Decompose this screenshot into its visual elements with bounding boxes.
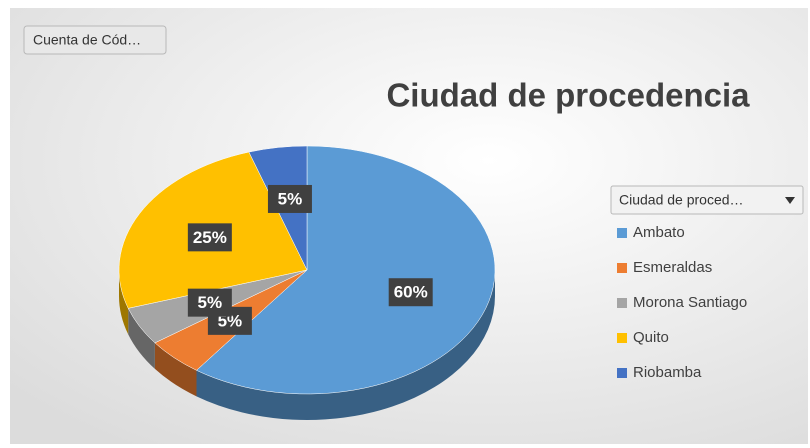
legend-swatch [617,298,627,308]
legend-swatch [617,263,627,273]
legend-swatch [617,333,627,343]
field-button[interactable] [23,25,167,55]
legend-label: Quito [633,329,669,346]
dropdown-arrow [785,197,795,204]
slice-side [154,342,197,397]
data-label-box [267,184,312,213]
field-button-label: Cuenta de Cód… [33,32,141,48]
slice [196,145,496,395]
legend-label: Riobamba [633,364,702,381]
legend-label: Morona Santiago [633,294,747,311]
data-label: 60% [394,283,428,302]
data-label: 5% [198,293,223,312]
chart-title: Ciudad de procedencia [386,77,750,114]
slice-side [119,270,129,335]
legend-swatch [617,368,627,378]
data-label: 25% [193,228,227,247]
slice-side [196,270,495,420]
data-label: 5% [278,189,303,208]
legend-title: Ciudad de proced… [619,192,744,208]
legend-label: Ambato [633,224,685,241]
pie: 60%5%5%25%5% [118,145,496,420]
data-label-box [187,223,232,252]
data-label-box [187,288,232,317]
legend: Ambato Esmeraldas Morona Santiago Quito Riob… [617,224,747,381]
legend-swatch [617,228,627,238]
slice-side [128,308,155,369]
legend-filter-button[interactable] [610,185,804,215]
data-label-box [388,278,433,307]
legend-label: Esmeraldas [633,259,712,276]
